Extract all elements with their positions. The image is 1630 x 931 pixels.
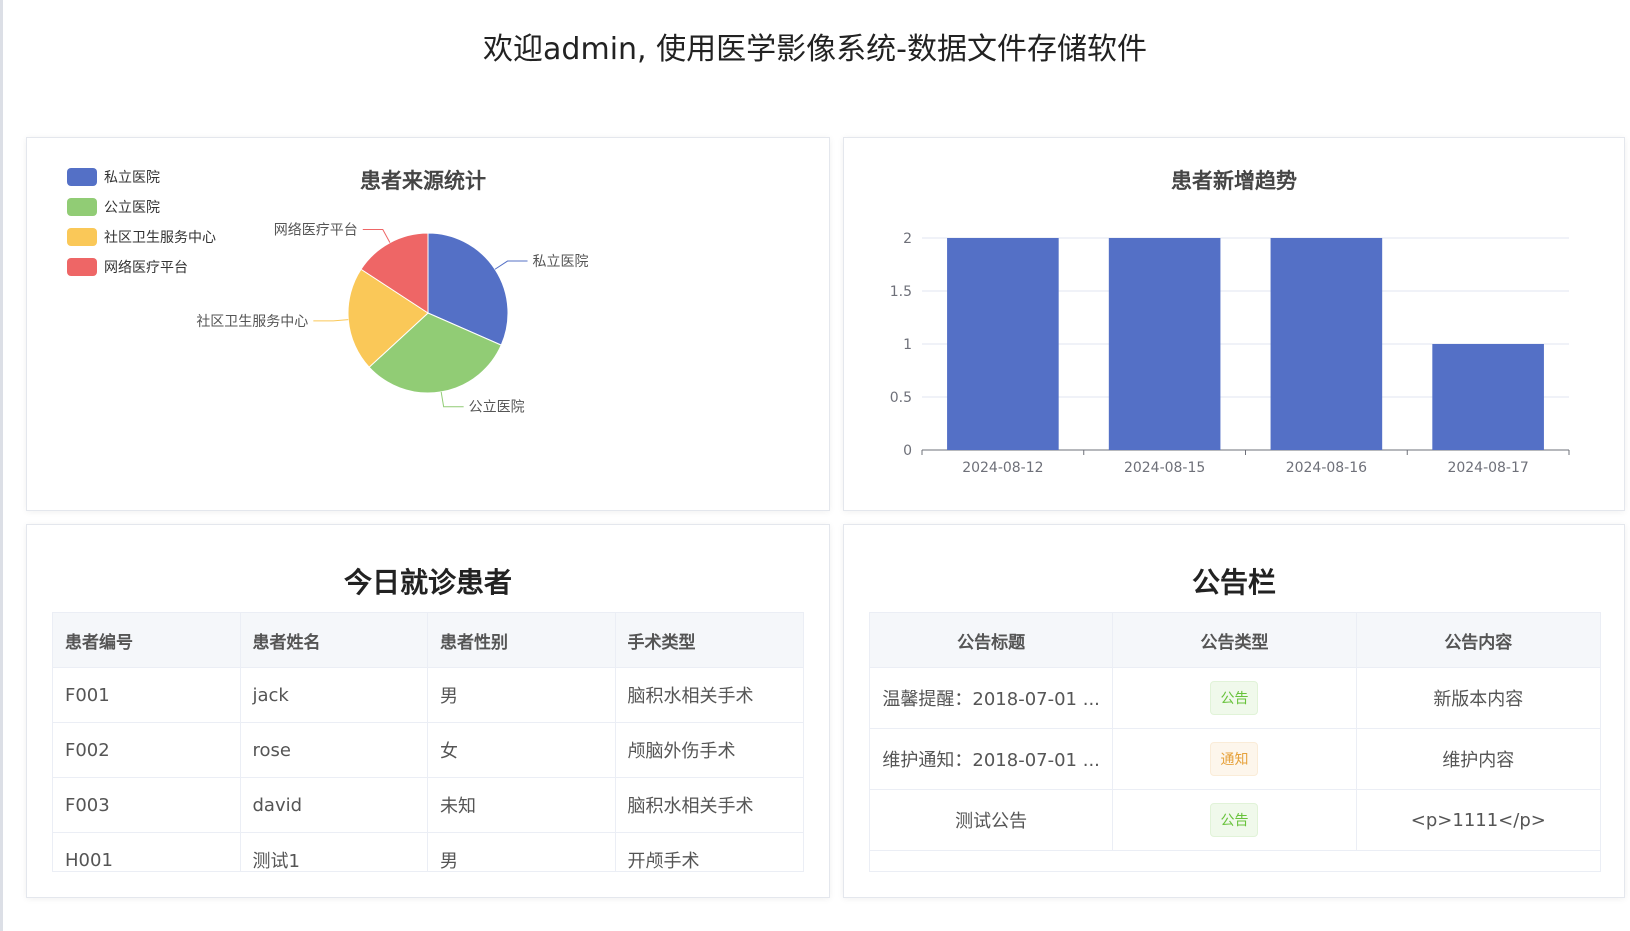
table-row[interactable]: F001 jack 男 脑积水相关手术 [53,668,803,723]
notice-title-cell: 温馨提醒：2018-07-01 ... [870,668,1114,728]
patient-gender-cell: 未知 [428,778,616,832]
notice-board-title: 公告栏 [1191,566,1276,599]
bar[interactable] [947,238,1059,450]
patient-gender-cell: 男 [428,668,616,722]
column-header-notice-type[interactable]: 公告类型 [1113,613,1357,667]
table-row[interactable]: 测试公告 公告 <p>1111</p> [870,790,1600,851]
bar-chart-title: 患者新增趋势 [1171,169,1297,193]
notice-type-tag: 通知 [1210,742,1259,776]
table-row[interactable]: F002 rose 女 颅脑外伤手术 [53,723,803,778]
legend-label[interactable]: 社区卫生服务中心 [104,230,216,246]
today-patients-card: 今日就诊患者 患者编号 患者姓名 患者性别 手术类型 F001 jack 男 脑… [26,524,830,898]
notice-content-cell: 维护内容 [1442,750,1515,771]
table-row[interactable]: 温馨提醒：2018-07-01 ... 公告 新版本内容 [870,668,1600,729]
y-tick-label: 0.5 [890,390,912,406]
pie-label-line [440,391,464,408]
patient-trend-bar-chart: 患者新增趋势 0 0.5 1 1.5 2 2024-08-12 2024-08-15 2024… [890,169,1570,476]
x-tick-label: 2024-08-15 [1124,460,1205,476]
bar[interactable] [1270,238,1383,450]
column-header-gender[interactable]: 患者性别 [428,613,616,667]
notices-table: 公告标题 公告类型 公告内容 温馨提醒：2018-07-01 ... 公告 新版… [869,612,1601,872]
notice-title-cell: 维护通知：2018-07-01 ... [870,729,1114,789]
patient-id-cell: H001 [53,833,241,871]
window-left-edge [0,0,3,931]
notice-type-tag: 公告 [1210,681,1259,715]
table-header-row: 患者编号 患者姓名 患者性别 手术类型 [53,613,803,668]
table-row[interactable]: H001 测试1 男 开颅手术 [53,833,803,872]
bar[interactable] [1432,344,1544,450]
x-tick-label: 2024-08-12 [962,460,1043,476]
patient-id-cell: F002 [53,723,241,777]
legend-label[interactable]: 私立医院 [104,170,160,186]
legend-label[interactable]: 公立医院 [104,200,160,216]
notice-type-cell: 公告 [1113,790,1357,850]
x-tick-label: 2024-08-16 [1286,460,1367,476]
y-tick-label: 1.5 [890,284,912,300]
notice-content-cell: <p>1111</p> [1410,809,1546,831]
column-header-surgery[interactable]: 手术类型 [627,632,696,653]
patient-source-pie-chart: 患者来源统计 私立医院公立医院社区卫生服务中心网络医疗平台私立医院公立医院社区卫… [67,168,589,416]
patient-gender-cell: 女 [428,723,616,777]
notice-type-cell: 公告 [1113,668,1357,728]
patient-id-cell: F001 [53,668,241,722]
legend-swatch[interactable] [67,198,97,216]
surgery-type-cell: 脑积水相关手术 [627,796,754,817]
pie-label-line [313,319,349,322]
pie-label-line [494,260,528,270]
patient-trend-card: 患者新增趋势 0 0.5 1 1.5 2 2024-08-12 2024-08-15 2024… [843,137,1625,511]
pie-slice[interactable] [360,232,429,314]
y-tick-label: 0 [903,443,912,459]
notice-content-cell: 新版本内容 [1433,689,1524,710]
patient-source-card: 患者来源统计 私立医院 公立医院 社区卫生服务中心 网络医疗平台 私立医院 公立医院 社区卫… [26,137,830,511]
today-patients-title: 今日就诊患者 [343,566,512,599]
column-header-name[interactable]: 患者姓名 [241,613,428,667]
notice-type-tag: 公告 [1210,803,1259,837]
pie-slice[interactable] [347,268,429,368]
bar[interactable] [1108,238,1221,450]
column-header-id[interactable]: 患者编号 [53,613,241,667]
surgery-type-cell: 开颅手术 [627,851,700,872]
patient-name-cell: rose [241,723,428,777]
patient-name-cell: jack [241,668,428,722]
patient-id-cell: F003 [53,778,241,832]
pie-slice-label: 社区卫生服务中心 [196,314,308,330]
column-header-notice-title[interactable]: 公告标题 [870,613,1114,667]
notice-type-cell: 通知 [1113,729,1357,789]
notice-title-cell: 测试公告 [870,790,1114,850]
legend-swatch[interactable] [67,258,97,276]
patient-name-cell: david [241,778,428,832]
patient-gender-cell: 男 [428,833,616,871]
patients-table: 患者编号 患者姓名 患者性别 手术类型 F001 jack 男 脑积水相关手术 … [52,612,804,872]
surgery-type-cell: 脑积水相关手术 [627,686,754,707]
x-tick-label: 2024-08-17 [1447,460,1528,476]
page-title: 欢迎admin, 使用医学影像系统-数据文件存储软件 [483,32,1147,67]
legend-swatch[interactable] [67,168,97,186]
table-row[interactable]: F003 david 未知 脑积水相关手术 [53,778,803,833]
pie-slice-label: 网络医疗平台 [274,222,358,238]
legend-swatch[interactable] [67,228,97,246]
table-row[interactable]: 维护通知：2018-07-01 ... 通知 维护内容 [870,729,1600,790]
table-header-row: 公告标题 公告类型 公告内容 [870,613,1600,668]
pie-slice-label: 私立医院 [533,254,589,270]
column-header-notice-content[interactable]: 公告内容 [1444,632,1513,653]
legend-label[interactable]: 网络医疗平台 [104,260,188,276]
pie-slice-label: 公立医院 [469,400,525,416]
pie-chart-title: 患者来源统计 [360,169,486,193]
patient-name-cell: 测试1 [241,833,428,871]
pie-label-line [362,228,391,243]
notice-board-card: 公告栏 公告标题 公告类型 公告内容 温馨提醒：2018-07-01 ... 公… [843,524,1625,898]
y-tick-label: 2 [903,231,912,247]
y-tick-label: 1 [903,337,912,353]
surgery-type-cell: 颅脑外伤手术 [627,741,736,762]
